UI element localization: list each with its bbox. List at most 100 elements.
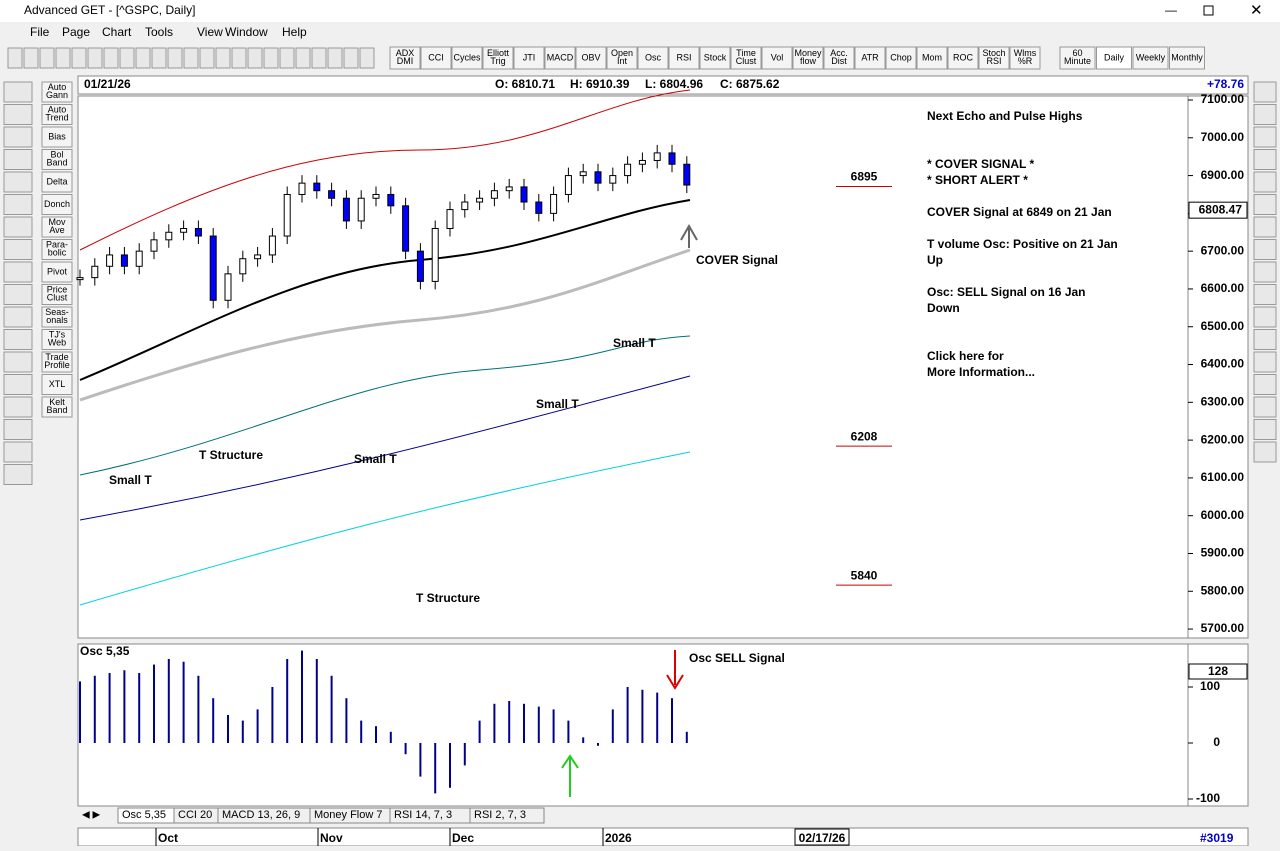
study-label[interactable]: Price Clust [47, 285, 68, 303]
study-label[interactable]: TJ's Web [48, 330, 66, 348]
indicator-button[interactable] [792, 46, 824, 70]
tool-icon[interactable] [359, 47, 375, 69]
period-label[interactable]: Daily [1104, 52, 1125, 62]
indicator-button[interactable] [389, 46, 421, 70]
period-label[interactable]: Weekly [1136, 52, 1166, 62]
tool-icon[interactable] [263, 47, 279, 69]
study-label[interactable]: Delta [46, 176, 67, 186]
maximize[interactable] [1203, 5, 1214, 16]
indicator-label[interactable]: Open Int [611, 48, 633, 66]
tool-icon[interactable] [1253, 419, 1277, 440]
tool-icon[interactable] [3, 126, 33, 148]
indicator-label[interactable]: MACD [547, 52, 574, 62]
tool-icon[interactable] [3, 261, 33, 283]
tool-icon[interactable] [55, 47, 71, 69]
indicator-label[interactable]: Acc. Dist [830, 48, 848, 66]
tab-label[interactable]: RSI 2, 7, 3 [474, 809, 526, 821]
tool-icon[interactable] [71, 47, 87, 69]
menu-item[interactable]: File [30, 25, 50, 39]
tool-icon[interactable] [327, 47, 343, 69]
menu-item[interactable]: Help [282, 25, 307, 39]
indicator-label[interactable]: Stoch RSI [982, 48, 1005, 66]
indicator-button[interactable] [1009, 46, 1041, 70]
study-label[interactable]: XTL [49, 379, 66, 389]
indicator-label[interactable]: Elliott Trig [487, 48, 510, 66]
study-button[interactable] [41, 329, 73, 350]
close[interactable]: ✕ [1250, 2, 1263, 19]
study-button[interactable] [41, 351, 73, 373]
tab-label[interactable]: CCI 20 [178, 809, 212, 821]
tab-label[interactable]: Osc 5,35 [122, 809, 166, 821]
menu-item[interactable]: Page [62, 25, 90, 39]
tool-icon[interactable] [23, 47, 39, 69]
tool-icon[interactable] [3, 239, 33, 260]
study-button[interactable] [41, 149, 73, 170]
period-label[interactable]: Monthly [1171, 52, 1203, 62]
tool-icon[interactable] [3, 374, 33, 395]
tool-icon[interactable] [3, 216, 33, 238]
period-button[interactable] [1059, 46, 1096, 70]
indicator-label[interactable]: Stock [704, 52, 727, 62]
tool-icon[interactable] [119, 47, 135, 69]
tool-icon[interactable] [3, 329, 33, 350]
tab-label[interactable]: MACD 13, 26, 9 [222, 809, 300, 821]
indicator-tab[interactable] [469, 807, 545, 824]
tool-icon[interactable] [1253, 239, 1277, 260]
indicator-label[interactable]: ADX DMI [396, 48, 415, 66]
study-label[interactable]: Trade Profile [44, 352, 70, 370]
tool-icon[interactable] [3, 441, 33, 463]
tool-icon[interactable] [1253, 171, 1277, 193]
indicator-label[interactable]: ATR [861, 52, 879, 62]
tool-icon[interactable] [279, 47, 295, 69]
indicator-label[interactable]: Money flow [794, 48, 822, 66]
study-button[interactable] [41, 81, 73, 103]
indicator-label[interactable]: Cycles [453, 52, 481, 62]
indicator-button[interactable] [606, 46, 638, 70]
study-label[interactable]: Para-bolic [46, 240, 68, 258]
tool-icon[interactable] [1253, 261, 1277, 283]
study-button[interactable] [41, 126, 73, 148]
tool-icon[interactable] [87, 47, 103, 69]
tool-icon[interactable] [167, 47, 183, 69]
tool-icon[interactable] [3, 396, 33, 418]
tool-icon[interactable] [151, 47, 167, 69]
study-label[interactable]: Seas-onals [45, 307, 69, 325]
indicator-button[interactable] [916, 46, 948, 70]
tab-label[interactable]: Money Flow 7 [314, 809, 382, 821]
period-button[interactable] [1132, 46, 1169, 70]
period-button[interactable] [1169, 46, 1205, 70]
indicator-label[interactable]: Mom [922, 52, 942, 62]
indicator-button[interactable] [854, 46, 886, 70]
study-label[interactable]: Auto Gann [46, 82, 68, 100]
study-button[interactable] [41, 396, 73, 418]
menu-item[interactable]: Window [225, 25, 268, 39]
tool-icon[interactable] [3, 194, 33, 215]
tool-icon[interactable] [215, 47, 231, 69]
period-button[interactable] [1096, 46, 1132, 70]
tool-icon[interactable] [1253, 104, 1277, 125]
tool-icon[interactable] [3, 306, 33, 328]
indicator-label[interactable]: Wlms %R [1014, 48, 1037, 66]
note[interactable]: Click here for [927, 349, 1004, 363]
tool-icon[interactable] [1253, 351, 1277, 373]
tool-icon[interactable] [1253, 441, 1277, 463]
indicator-label[interactable]: CCI [428, 52, 444, 62]
tool-icon[interactable] [183, 47, 199, 69]
tool-icon[interactable] [199, 47, 215, 69]
study-button[interactable] [41, 374, 73, 395]
study-button[interactable] [41, 104, 73, 125]
tool-icon[interactable] [1253, 284, 1277, 305]
indicator-label[interactable]: Vol [771, 52, 784, 62]
study-button[interactable] [41, 284, 73, 305]
study-label[interactable]: Auto Trend [45, 105, 68, 123]
tool-icon[interactable] [343, 47, 359, 69]
tool-icon[interactable] [3, 464, 33, 485]
indicator-label[interactable]: OBV [581, 52, 600, 62]
tool-icon[interactable] [1253, 374, 1277, 395]
study-label[interactable]: Kelt Band [46, 397, 67, 415]
tool-icon[interactable] [295, 47, 311, 69]
tab-label[interactable]: RSI 14, 7, 3 [394, 809, 452, 821]
study-label[interactable]: Bol Band [46, 150, 67, 168]
study-label[interactable]: Bias [48, 131, 66, 141]
indicator-button[interactable] [575, 46, 607, 70]
